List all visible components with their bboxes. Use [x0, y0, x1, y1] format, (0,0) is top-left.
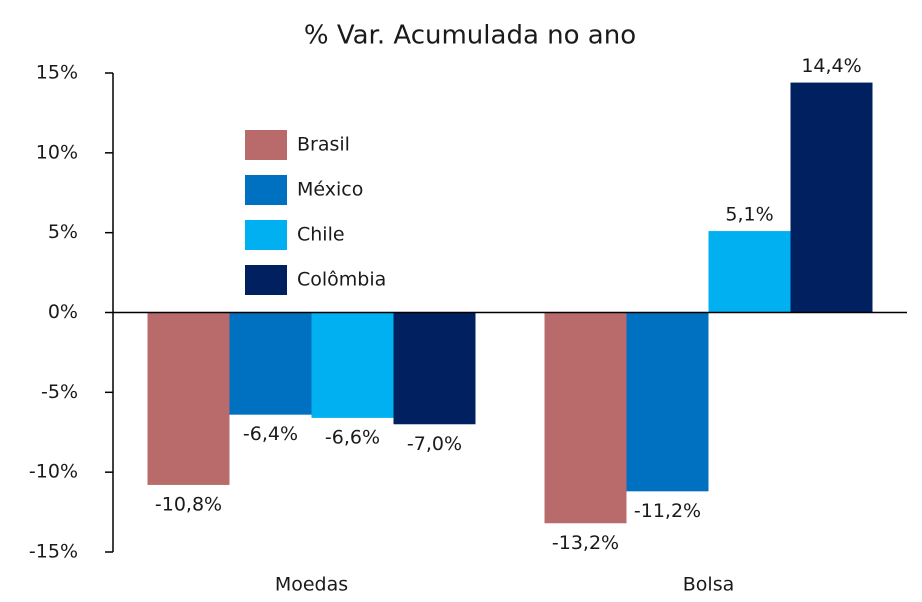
- y-tick-label: 10%: [36, 141, 78, 163]
- value-label: -13,2%: [552, 532, 619, 554]
- legend-swatch: [245, 175, 287, 205]
- chart-title: % Var. Acumulada no ano: [304, 21, 636, 51]
- y-tick-label: -15%: [29, 541, 78, 563]
- bar: [393, 312, 476, 425]
- y-tick-label: -10%: [29, 461, 78, 483]
- bar: [790, 82, 873, 313]
- bar: [229, 312, 312, 415]
- value-label: -6,6%: [325, 426, 380, 448]
- bar: [544, 312, 627, 524]
- bar: [311, 312, 394, 418]
- legend-label: México: [297, 179, 363, 201]
- bar: [147, 312, 230, 485]
- legend-label: Chile: [297, 224, 345, 246]
- y-tick-label: 15%: [36, 62, 78, 84]
- value-label: 5,1%: [725, 204, 773, 226]
- value-label: -10,8%: [155, 493, 222, 515]
- y-tick-label: -5%: [41, 381, 78, 403]
- y-tick-label: 5%: [48, 221, 78, 243]
- y-tick-label: 0%: [48, 301, 78, 323]
- legend-swatch: [245, 130, 287, 160]
- x-tick-label: Bolsa: [683, 574, 734, 596]
- value-label: -11,2%: [634, 500, 701, 522]
- x-tick-label: Moedas: [275, 574, 348, 596]
- legend-label: Brasil: [297, 134, 350, 156]
- value-label: -7,0%: [407, 433, 462, 455]
- value-label: -6,4%: [243, 423, 298, 445]
- bar: [626, 312, 709, 492]
- legend-swatch: [245, 265, 287, 295]
- legend-swatch: [245, 220, 287, 250]
- bar: [708, 231, 791, 313]
- legend-label: Colômbia: [297, 269, 386, 291]
- value-label: 14,4%: [801, 55, 861, 77]
